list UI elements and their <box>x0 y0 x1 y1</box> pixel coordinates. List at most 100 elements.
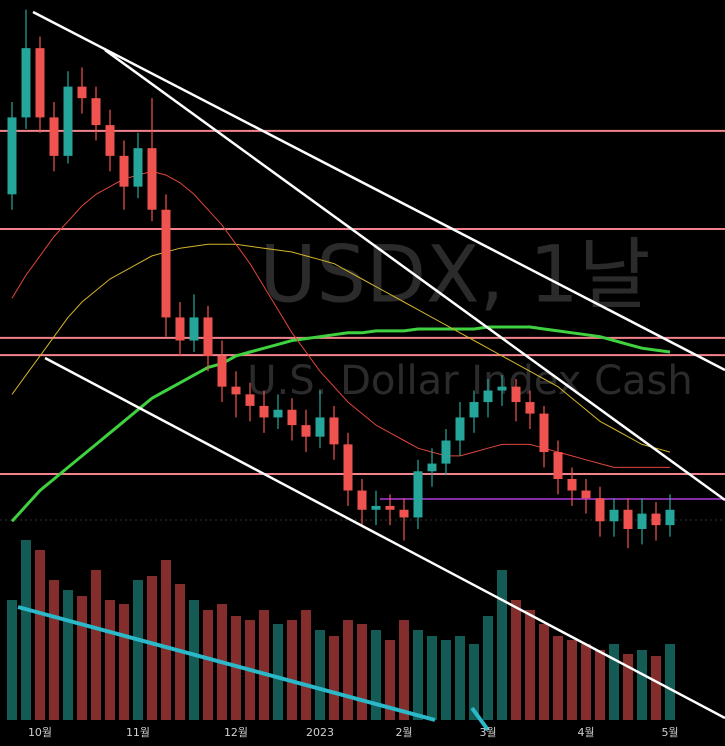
price-pane <box>0 9 725 549</box>
volume-bar <box>189 600 199 720</box>
volume-bar <box>399 620 409 720</box>
volume-bar <box>35 550 45 720</box>
volume-bar <box>525 610 535 720</box>
volume-bar <box>161 560 171 720</box>
volume-bar <box>581 644 591 720</box>
volume-bar <box>273 624 283 720</box>
moving-average <box>11 243 671 453</box>
volume-bar <box>105 600 115 720</box>
x-tick-label: 11월 <box>126 726 150 739</box>
candle-body <box>665 509 675 526</box>
candle-body <box>105 125 115 156</box>
volume-pane <box>7 540 675 720</box>
trendline <box>44 356 725 720</box>
candle-body <box>441 440 451 464</box>
volume-bar <box>427 636 437 720</box>
candle-body <box>595 498 605 522</box>
candle-body <box>119 155 129 187</box>
candle-body <box>427 463 437 472</box>
candle-body <box>609 509 619 522</box>
candle-body <box>623 509 633 529</box>
volume-bar <box>511 600 521 720</box>
volume-bar <box>455 636 465 720</box>
candle-body <box>385 505 395 510</box>
candle-body <box>329 417 339 445</box>
candle-body <box>413 471 423 518</box>
trendlines <box>17 10 725 732</box>
volume-bar <box>637 650 647 720</box>
candle-body <box>203 317 213 356</box>
candle-body <box>483 390 493 403</box>
watermark: USDX, 1날 <box>259 230 650 320</box>
candle-body <box>497 386 507 391</box>
candle-body <box>469 402 479 418</box>
volume-bar <box>7 600 17 720</box>
volume-bar <box>469 644 479 720</box>
volume-bar <box>133 580 143 720</box>
candle-body <box>399 509 409 518</box>
x-axis: 10월 11월 12월 2023 2월 3월 4월 5월 <box>28 726 679 739</box>
volume-bar <box>119 604 129 720</box>
x-tick-label: 2월 <box>395 726 412 739</box>
candle-body <box>161 209 171 318</box>
candle-body <box>301 425 311 437</box>
volume-bar <box>623 654 633 720</box>
volume-bar <box>539 624 549 720</box>
candle-body <box>539 413 549 453</box>
x-tick-label: 4월 <box>577 726 594 739</box>
candle-body <box>35 48 45 118</box>
candle-body <box>91 98 101 126</box>
volume-trendline <box>470 706 490 732</box>
volume-bar <box>287 620 297 720</box>
candle-body <box>567 478 577 491</box>
volume-bar <box>441 640 451 720</box>
candle-body <box>133 148 143 187</box>
volume-bar <box>385 640 395 720</box>
candle-body <box>371 505 381 510</box>
candle-body <box>77 86 87 99</box>
watermark-sub: U.S. Dollar Index Cash <box>247 358 692 404</box>
volume-bar <box>651 656 661 720</box>
candle-body <box>651 513 661 526</box>
volume-bar <box>595 650 605 720</box>
candle-body <box>357 490 367 510</box>
volume-bar <box>91 570 101 720</box>
candle-body <box>637 513 647 529</box>
candle-body <box>147 148 157 210</box>
candle-body <box>21 48 31 118</box>
trendline <box>104 48 725 502</box>
x-tick-label: 3월 <box>479 726 496 739</box>
volume-bar <box>49 580 59 720</box>
volume-bar <box>315 630 325 720</box>
volume-bar <box>203 610 213 720</box>
candle-body <box>287 409 297 426</box>
trendline <box>32 10 725 372</box>
volume-bar <box>343 620 353 720</box>
candle-body <box>315 417 325 437</box>
candle-body <box>245 394 255 406</box>
candle-body <box>581 490 591 499</box>
volume-bar <box>301 610 311 720</box>
volume-bar <box>483 616 493 720</box>
volume-trendline <box>17 605 436 722</box>
candle-body <box>217 355 227 387</box>
candle-body <box>189 317 199 341</box>
volume-bar <box>259 610 269 720</box>
volume-bar <box>371 630 381 720</box>
candle-body <box>343 444 353 491</box>
x-tick-label: 12월 <box>224 726 248 739</box>
candle-body <box>63 86 73 156</box>
candle-body <box>553 452 563 479</box>
x-tick-label: 5월 <box>661 726 678 739</box>
volume-bar <box>329 636 339 720</box>
volume-bar <box>553 636 563 720</box>
volume-bar <box>567 640 577 720</box>
volume-bar <box>21 540 31 720</box>
volume-bar <box>63 590 73 720</box>
moving-average <box>10 325 671 523</box>
volume-bar <box>497 570 507 720</box>
volume-bar <box>77 596 87 720</box>
candle-body <box>7 117 17 195</box>
